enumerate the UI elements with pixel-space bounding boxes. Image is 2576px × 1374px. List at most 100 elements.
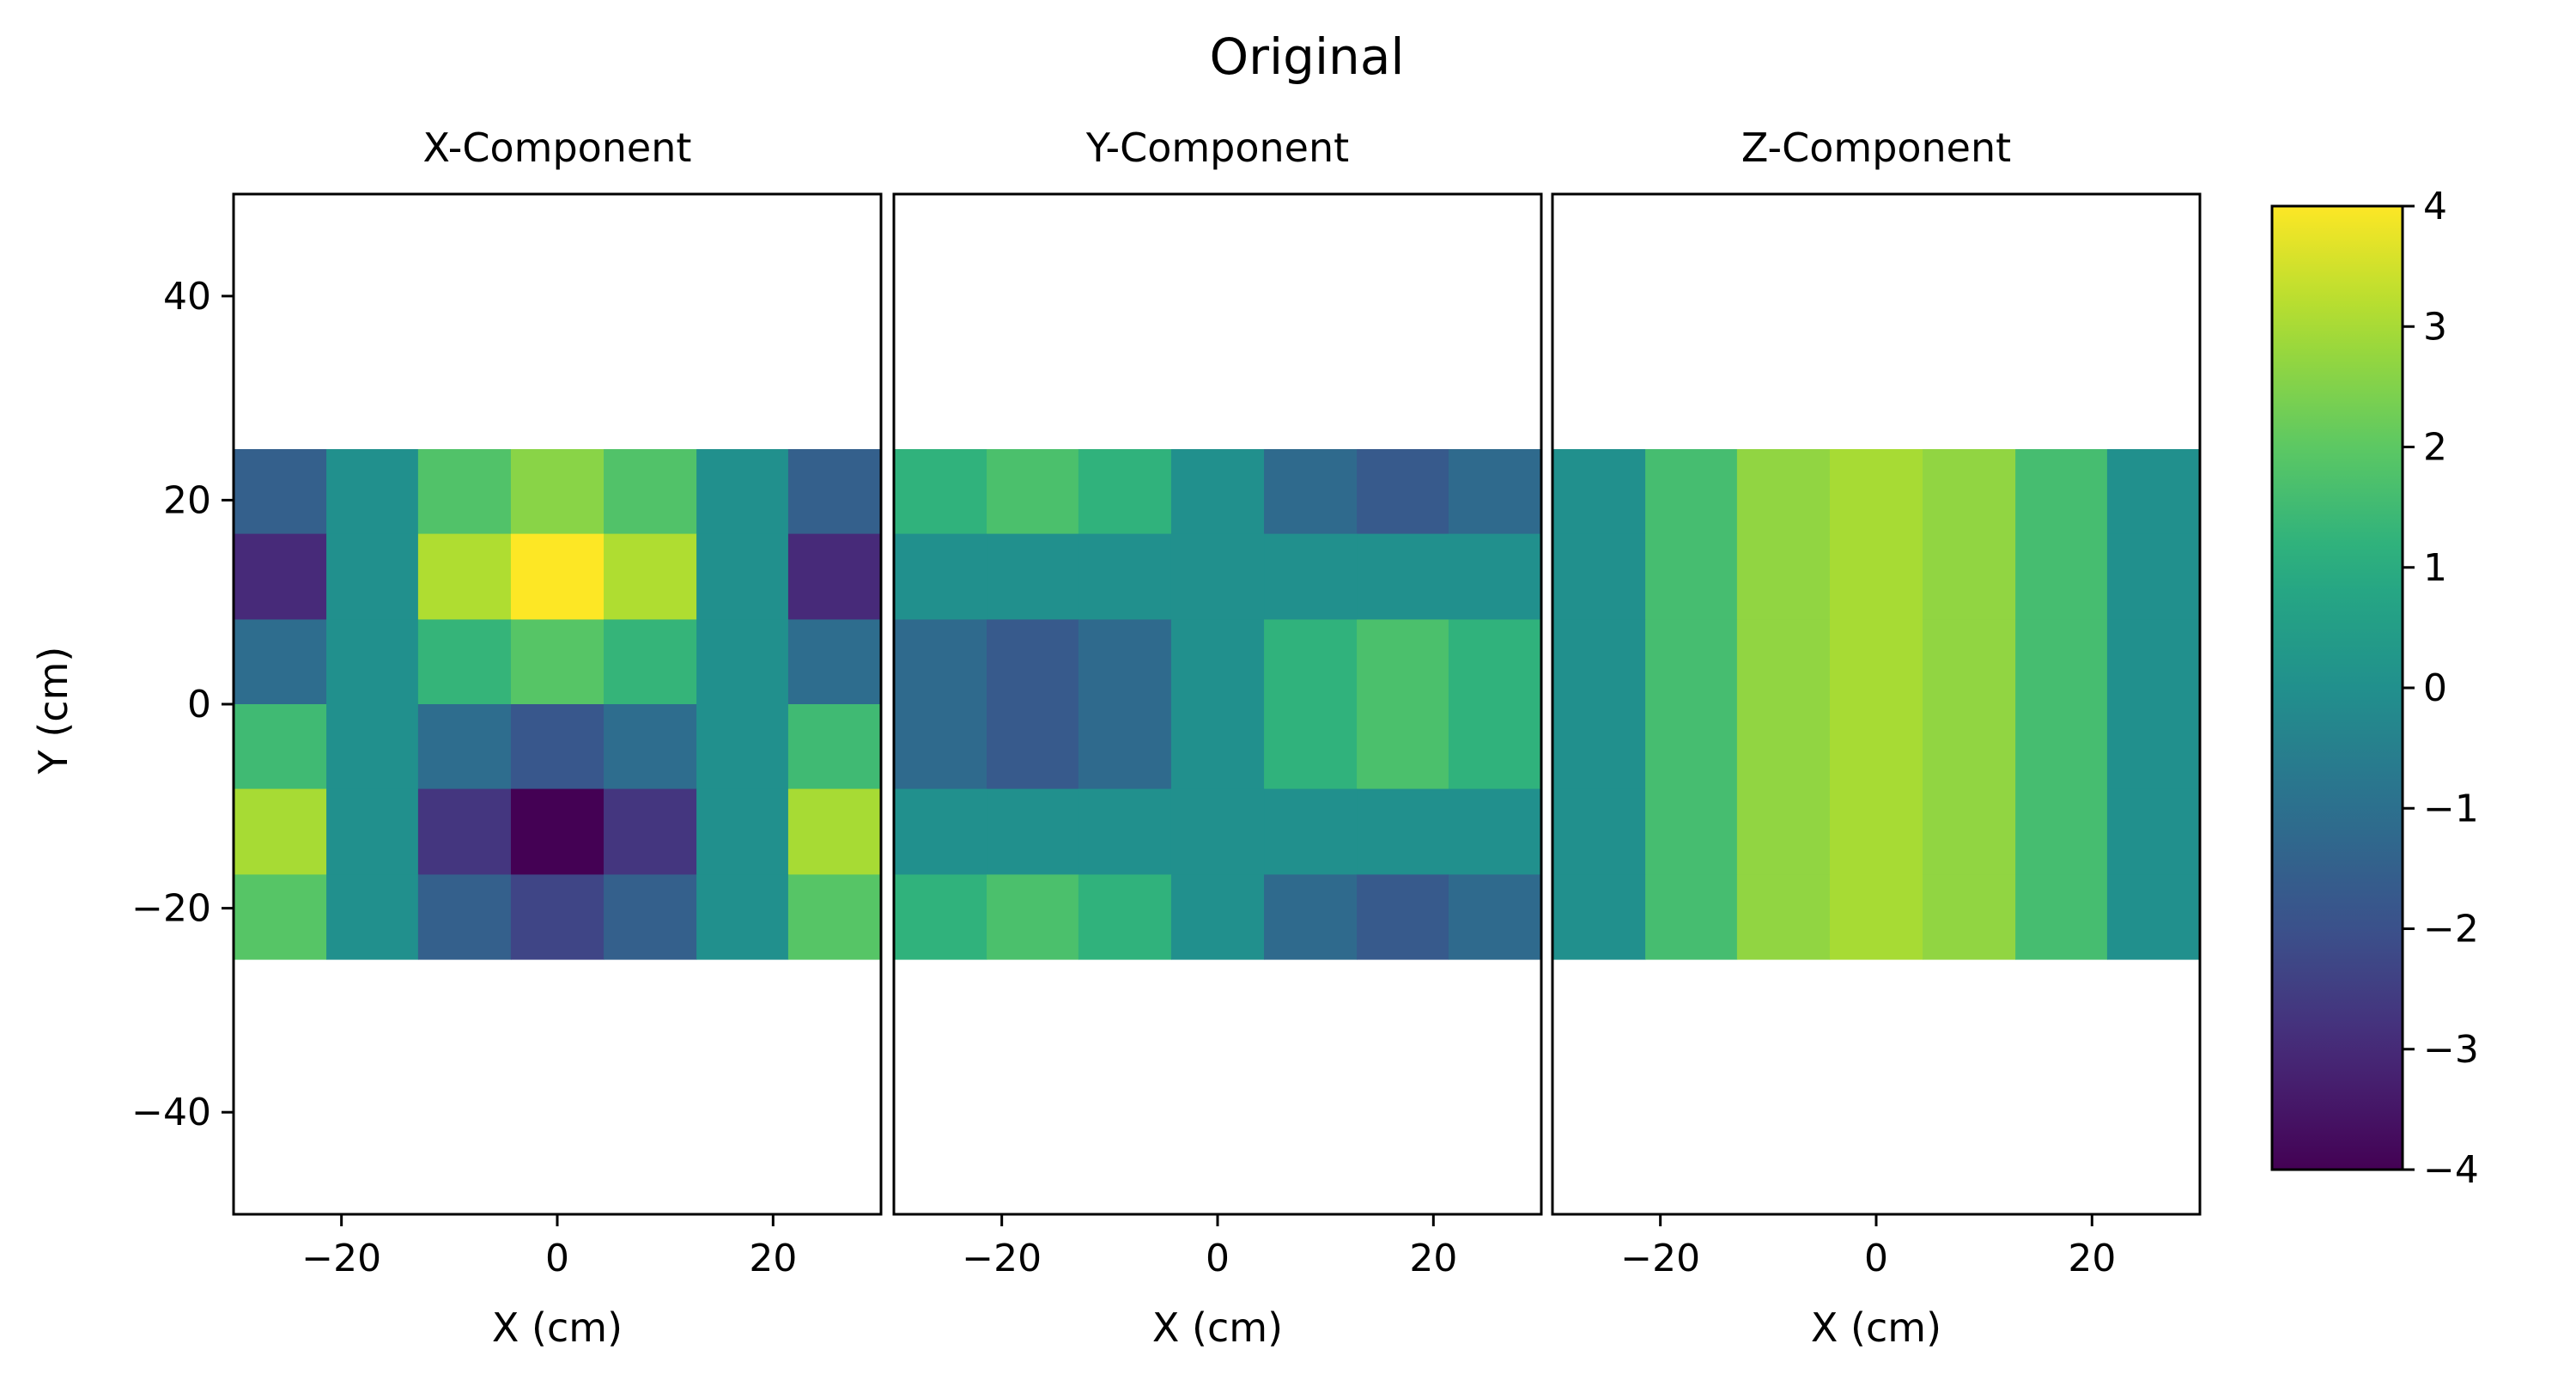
colorbar-tick-label: −3 bbox=[2423, 1028, 2479, 1072]
heatmap-cell bbox=[2015, 874, 2108, 960]
heatmap-cell bbox=[1552, 533, 1646, 620]
colorbar-tick-label: 4 bbox=[2423, 185, 2447, 228]
heatmap-cell bbox=[1170, 533, 1265, 620]
heatmap-cell bbox=[1078, 619, 1172, 705]
heatmap-cell bbox=[510, 788, 605, 875]
heatmap-cell bbox=[1448, 449, 1542, 535]
heatmap-cell bbox=[1736, 533, 1831, 620]
x-tick-label: 20 bbox=[749, 1237, 797, 1280]
heatmap-cell bbox=[696, 449, 789, 535]
heatmap-cell bbox=[1736, 874, 1831, 960]
heatmap-cell bbox=[1357, 704, 1449, 790]
heatmap-cell bbox=[417, 449, 512, 535]
heatmap-cell bbox=[1448, 619, 1542, 705]
panel-title: X-Component bbox=[423, 125, 692, 171]
heatmap-cell bbox=[1829, 874, 1923, 960]
x-axis-label: X (cm) bbox=[1811, 1304, 1941, 1351]
colorbar-gradient bbox=[2272, 206, 2403, 1170]
heatmap-cell bbox=[417, 788, 512, 875]
colorbar: 4 3 2 1 0 −1 −2 −3 −4 bbox=[2270, 185, 2479, 1192]
heatmap-cell bbox=[1829, 619, 1923, 705]
heatmap-cell bbox=[1357, 449, 1449, 535]
figure-title: Original bbox=[1210, 27, 1405, 86]
heatmap-cell bbox=[1448, 788, 1542, 875]
y-tick-label: −40 bbox=[131, 1091, 211, 1134]
x-tick-label: 0 bbox=[1206, 1237, 1230, 1280]
heatmap-cell bbox=[234, 449, 327, 535]
heatmap-cell bbox=[326, 704, 419, 790]
heatmap-cell bbox=[2015, 704, 2108, 790]
heatmap-cell bbox=[1264, 874, 1358, 960]
heatmap-cell bbox=[417, 704, 512, 790]
y-tick-label: 40 bbox=[163, 275, 211, 319]
heatmap-cell bbox=[894, 619, 987, 705]
heatmap-cell bbox=[604, 704, 697, 790]
heatmap-cell bbox=[1736, 619, 1831, 705]
heatmap-cell bbox=[1170, 704, 1265, 790]
heatmap-cell bbox=[234, 874, 327, 960]
heatmap-cell bbox=[604, 533, 697, 620]
heatmap-cell bbox=[787, 788, 882, 875]
x-tick-label: 0 bbox=[1864, 1237, 1888, 1280]
heatmap-cell bbox=[1264, 704, 1358, 790]
heatmap-cell bbox=[1645, 449, 1738, 535]
x-tick-label: −20 bbox=[301, 1237, 381, 1280]
heatmap-cell bbox=[1736, 704, 1831, 790]
heatmap-cell bbox=[1829, 533, 1923, 620]
heatmap-cell bbox=[1645, 619, 1738, 705]
heatmap-cell bbox=[1448, 874, 1542, 960]
heatmap-cell bbox=[787, 533, 882, 620]
heatmap-cell bbox=[1264, 619, 1358, 705]
heatmap-cell bbox=[604, 874, 697, 960]
heatmap-cell bbox=[1357, 788, 1449, 875]
colorbar-tick-label: −2 bbox=[2423, 908, 2479, 951]
heatmap-cell bbox=[604, 619, 697, 705]
heatmap-cell bbox=[1552, 449, 1646, 535]
heatmap-cell bbox=[1078, 874, 1172, 960]
heatmap-cell bbox=[987, 874, 1079, 960]
heatmap-cell bbox=[787, 619, 882, 705]
heatmap-cell bbox=[2106, 533, 2201, 620]
heatmap-cell bbox=[987, 619, 1079, 705]
heatmap-cell bbox=[987, 533, 1079, 620]
heatmap-cell bbox=[234, 619, 327, 705]
heatmap-cell bbox=[1552, 874, 1646, 960]
heatmap-cell bbox=[1448, 704, 1542, 790]
heatmap-cell bbox=[2015, 619, 2108, 705]
heatmap-cell bbox=[510, 533, 605, 620]
heatmap-cell bbox=[2106, 619, 2201, 705]
heatmap-cell bbox=[1829, 704, 1923, 790]
heatmap-cell bbox=[1264, 449, 1358, 535]
x-tick-label: 0 bbox=[545, 1237, 569, 1280]
x-axis-label: X (cm) bbox=[492, 1304, 623, 1351]
heatmap-cell bbox=[2015, 533, 2108, 620]
x-tick-label: 20 bbox=[1409, 1237, 1457, 1280]
colorbar-tick-label: −1 bbox=[2423, 787, 2479, 830]
heatmap-cell bbox=[326, 533, 419, 620]
heatmap-cell bbox=[1170, 619, 1265, 705]
heatmap-cell bbox=[1552, 788, 1646, 875]
panel-2: Y-Component −20 0 20 X (cm) bbox=[892, 125, 1543, 1351]
colorbar-tick-label: 1 bbox=[2423, 546, 2447, 590]
heatmap-cell bbox=[2106, 449, 2201, 535]
heatmap-cell bbox=[510, 449, 605, 535]
heatmap-cell bbox=[1078, 533, 1172, 620]
heatmap-cell bbox=[2106, 874, 2201, 960]
heatmap-cell bbox=[417, 874, 512, 960]
heatmap-cell bbox=[326, 788, 419, 875]
heatmap-cell bbox=[1448, 533, 1542, 620]
heatmap-cell bbox=[1078, 704, 1172, 790]
heatmap-cell bbox=[234, 533, 327, 620]
x-tick-label: −20 bbox=[1620, 1237, 1700, 1280]
heatmap-cell bbox=[1170, 874, 1265, 960]
heatmap-cell bbox=[1645, 874, 1738, 960]
heatmap-cell bbox=[987, 704, 1079, 790]
y-axis-label: Y (cm) bbox=[30, 647, 76, 775]
heatmap-cell bbox=[2106, 704, 2201, 790]
heatmap-cell bbox=[1645, 704, 1738, 790]
heatmap-cell bbox=[987, 788, 1079, 875]
panels-group: X-Component −20 0 20 X (cm) 40 20 0 −20 −40 Y-Comp… bbox=[131, 125, 2202, 1351]
heatmap-cell bbox=[1078, 788, 1172, 875]
heatmap-cell bbox=[1264, 788, 1358, 875]
